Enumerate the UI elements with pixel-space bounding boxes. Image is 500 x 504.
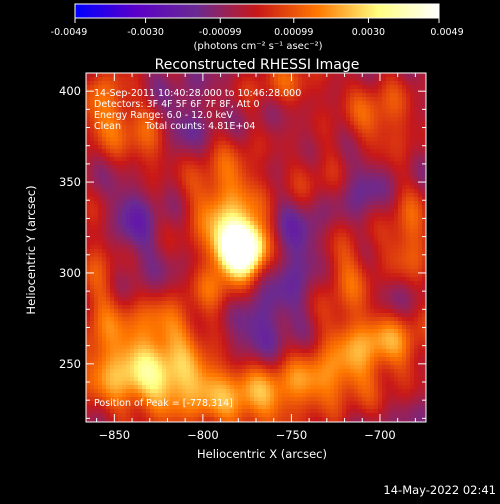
colorbar-tick-label: 0.00099 [274,27,313,38]
annotation-peak: Position of Peak = [-778,314] [94,398,233,409]
y-tick-label: 250 [59,357,81,371]
annotation-counts: Total counts: 4.81E+04 [144,121,255,132]
x-tick-label: −750 [276,428,308,442]
x-tick-label: −700 [364,428,396,442]
colorbar-tick-label: 0.0049 [430,27,463,38]
colorbar: -0.0049 -0.0030 -0.00099 0.00099 0.0030 0.004… [51,3,464,52]
y-tick-label: 400 [59,84,81,98]
x-axis-label: Heliocentric X (arcsec) [197,447,327,461]
colorbar-tick-label: -0.0049 [51,27,88,38]
plot-area: −850 −800 −750 −700 250 300 350 400 14-Sep-201… [59,72,427,442]
footer-date: 14-May-2022 02:41 [383,483,496,497]
y-axis: 250 300 350 400 [59,72,426,419]
x-axis: −850 −800 −750 −700 [96,73,416,442]
chart-title: Reconstructed RHESSI Image [155,57,360,73]
x-tick-label: −850 [99,428,131,442]
y-tick-label: 350 [59,175,81,189]
annotation-method: Clean [94,121,121,132]
y-tick-label: 300 [59,266,81,280]
colorbar-unit-label: (photons cm⁻² s⁻¹ asec⁻²) [193,41,322,52]
annotation-detectors: Detectors: 3F 4F 5F 6F 7F 8F, Att 0 [94,99,260,110]
annotation-time: 14-Sep-2011 10:40:28.000 to 10:46:28.000 [94,88,301,99]
plot-annotations: 14-Sep-2011 10:40:28.000 to 10:46:28.000… [94,88,301,409]
colorbar-tick-label: 0.0030 [352,27,385,38]
heatmap-image [86,73,426,422]
x-tick-label: −800 [187,428,219,442]
colorbar-scale [74,3,440,19]
colorbar-tick-label: -0.00099 [199,27,242,38]
annotation-energy: Energy Range: 6.0 - 12.0 keV [94,110,233,121]
colorbar-tick-label: -0.0030 [127,27,164,38]
y-axis-label: Heliocentric Y (arcsec) [24,185,38,314]
